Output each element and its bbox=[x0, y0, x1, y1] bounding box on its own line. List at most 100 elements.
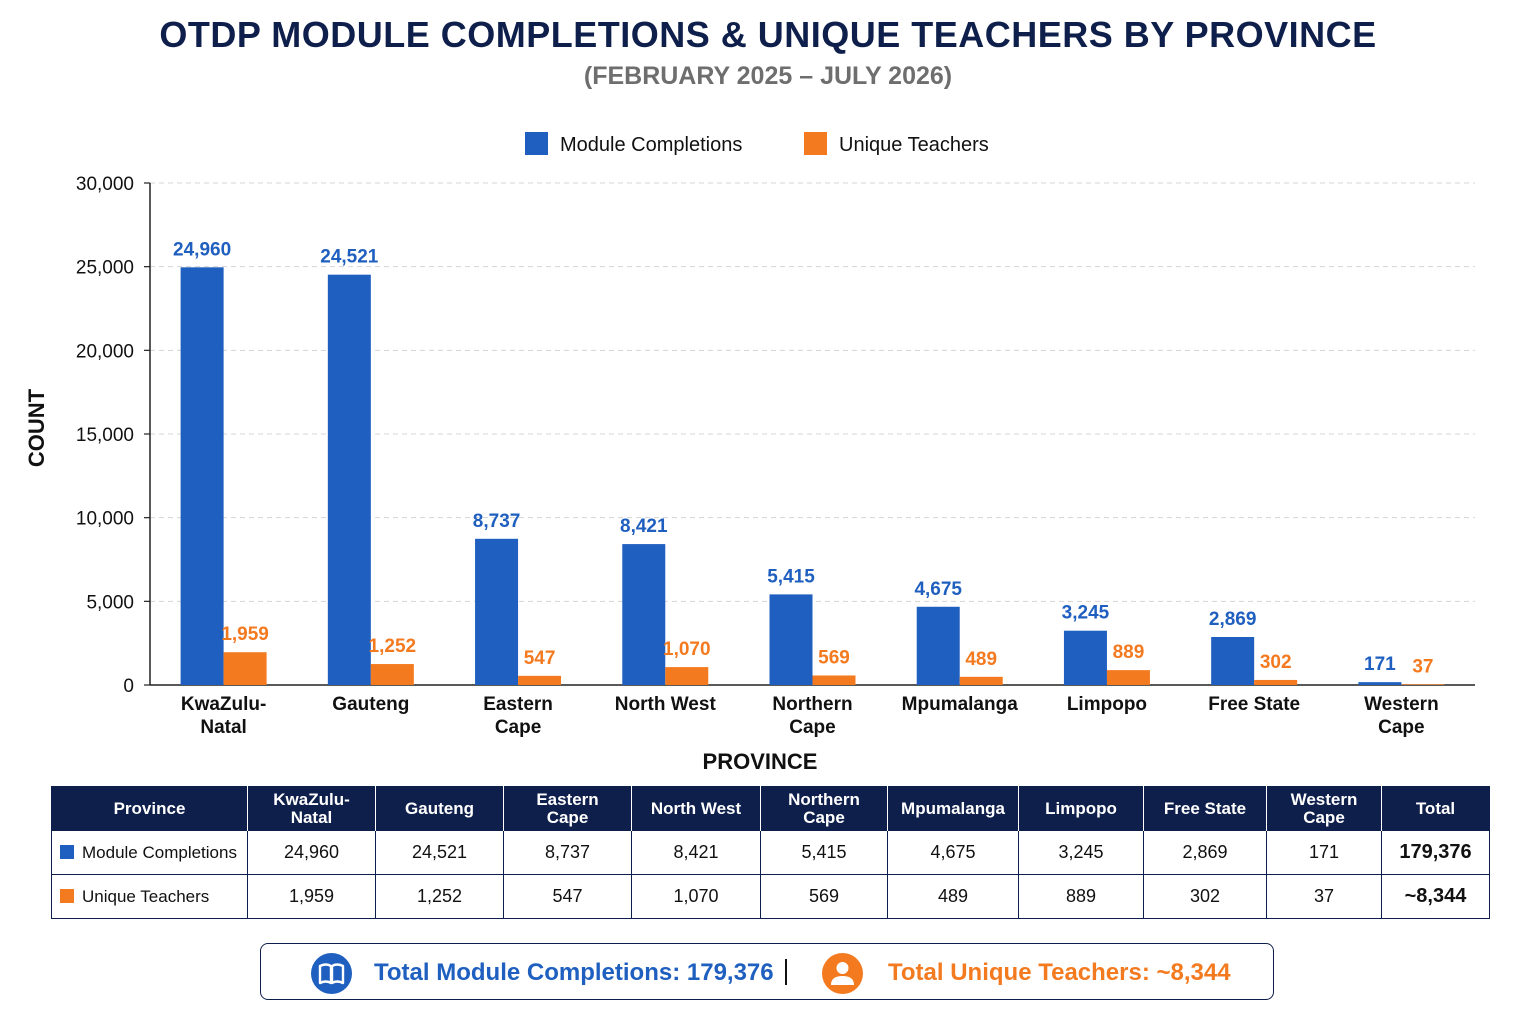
data-label-completions: 24,960 bbox=[173, 239, 231, 260]
legend-label-teachers: Unique Teachers bbox=[839, 134, 989, 156]
bar-module-completions bbox=[1358, 682, 1402, 685]
bar-unique-teachers bbox=[370, 664, 414, 685]
table-cell: 569 bbox=[760, 874, 888, 919]
table-header-row: Province KwaZulu- Natal Gauteng Eastern Cape N… bbox=[51, 786, 1490, 831]
summary-box: Total Module Completions: 179,376 Total … bbox=[260, 943, 1274, 1000]
table-cell: 8,421 bbox=[631, 830, 761, 875]
total-teachers-value: ~8,344 bbox=[1156, 959, 1231, 986]
table-header-cell: KwaZulu- Natal bbox=[247, 786, 376, 831]
x-axis-title: PROVINCE bbox=[703, 749, 818, 774]
table-header-province: Province bbox=[51, 786, 248, 831]
table-cell: 4,675 bbox=[887, 830, 1019, 875]
bar-unique-teachers bbox=[518, 675, 562, 685]
table-cell: 8,737 bbox=[503, 830, 632, 875]
table-total-cell: 179,376 bbox=[1381, 830, 1490, 875]
table-header-cell: Gauteng bbox=[375, 786, 504, 831]
chart-subtitle: (FEBRUARY 2025 – JULY 2026) bbox=[583, 62, 953, 90]
y-tick-label: 0 bbox=[123, 676, 134, 697]
table-row-label: Unique Teachers bbox=[51, 874, 248, 919]
data-label-completions: 24,521 bbox=[320, 247, 379, 268]
legend-swatch-teachers bbox=[804, 132, 827, 155]
bar-unique-teachers bbox=[959, 676, 1003, 685]
y-tick-label: 5,000 bbox=[86, 592, 134, 613]
table-header-cell: Limpopo bbox=[1018, 786, 1144, 831]
data-label-teachers: 1,070 bbox=[663, 639, 711, 660]
bar-unique-teachers bbox=[1254, 679, 1298, 685]
table-header-cell: North West bbox=[631, 786, 761, 831]
data-label-completions: 8,421 bbox=[620, 516, 668, 537]
x-tick-label: Limpopo bbox=[1067, 694, 1147, 715]
bar-unique-teachers bbox=[812, 675, 856, 685]
data-label-completions: 3,245 bbox=[1062, 603, 1110, 624]
data-label-teachers: 37 bbox=[1412, 656, 1433, 677]
table-cell: 171 bbox=[1266, 830, 1382, 875]
bar-unique-teachers bbox=[223, 652, 267, 685]
bar-unique-teachers bbox=[665, 667, 709, 685]
data-label-completions: 5,415 bbox=[767, 566, 815, 587]
table-header-total: Total bbox=[1381, 786, 1490, 831]
x-tick-label: Northern bbox=[772, 694, 852, 715]
table-row: Module Completions 24,960 24,521 8,737 8,421… bbox=[51, 830, 1490, 875]
bar-module-completions bbox=[327, 274, 371, 685]
table-header-cell: Free State bbox=[1143, 786, 1267, 831]
data-label-completions: 171 bbox=[1364, 654, 1396, 675]
person-icon bbox=[822, 953, 863, 994]
bar-module-completions bbox=[1063, 630, 1107, 685]
bar-module-completions bbox=[475, 538, 519, 685]
y-tick-label: 30,000 bbox=[76, 174, 134, 195]
summary-divider bbox=[785, 959, 787, 985]
total-teachers-label: Total Unique Teachers: bbox=[888, 959, 1150, 986]
bar-module-completions bbox=[769, 594, 813, 685]
table-cell: 1,252 bbox=[375, 874, 504, 919]
data-label-teachers: 302 bbox=[1260, 652, 1292, 673]
x-tick-label: Natal bbox=[200, 717, 246, 738]
y-axis-title: COUNT bbox=[24, 388, 49, 467]
x-tick-label: Western bbox=[1364, 694, 1439, 715]
data-label-teachers: 1,959 bbox=[221, 624, 269, 645]
bar-module-completions bbox=[1211, 636, 1255, 685]
data-label-teachers: 1,252 bbox=[369, 636, 417, 657]
x-tick-label: Cape bbox=[495, 717, 541, 738]
table-cell: 489 bbox=[887, 874, 1019, 919]
table-cell: 547 bbox=[503, 874, 632, 919]
table-cell: 3,245 bbox=[1018, 830, 1144, 875]
table-header-cell: Mpumalanga bbox=[887, 786, 1019, 831]
table-cell: 5,415 bbox=[760, 830, 888, 875]
legend-swatch bbox=[60, 844, 74, 859]
legend-swatch-completions bbox=[525, 132, 548, 155]
table-cell: 37 bbox=[1266, 874, 1382, 919]
table-row-label: Module Completions bbox=[51, 830, 248, 875]
y-tick-label: 10,000 bbox=[76, 509, 134, 530]
table-cell: 302 bbox=[1143, 874, 1267, 919]
x-tick-label: Gauteng bbox=[332, 694, 409, 715]
x-tick-label: Eastern bbox=[483, 694, 553, 715]
y-tick-label: 20,000 bbox=[76, 341, 134, 362]
data-label-teachers: 889 bbox=[1113, 642, 1145, 663]
x-tick-label: Cape bbox=[1378, 717, 1424, 738]
bar-module-completions bbox=[916, 606, 960, 685]
bar-chart: 0 5,000 10,000 15,000 20,000 25,000 30,000 COUN… bbox=[24, 132, 1475, 774]
x-tick-label: Free State bbox=[1208, 694, 1300, 715]
table-cell: 1,959 bbox=[247, 874, 376, 919]
data-label-teachers: 569 bbox=[818, 647, 850, 668]
data-label-teachers: 489 bbox=[965, 649, 997, 670]
table-cell: 889 bbox=[1018, 874, 1144, 919]
data-table: Province KwaZulu- Natal Gauteng Eastern Cape N… bbox=[51, 786, 1490, 919]
chart-title: OTDP MODULE COMPLETIONS & UNIQUE TEACHER… bbox=[159, 14, 1377, 55]
total-completions-text: Total Module Completions: 179,376 bbox=[374, 959, 774, 987]
table-row: Unique Teachers 1,959 1,252 547 1,070 569 489 8… bbox=[51, 874, 1490, 919]
bar-module-completions bbox=[180, 267, 224, 685]
data-label-teachers: 547 bbox=[524, 648, 556, 669]
table-cell: 24,521 bbox=[375, 830, 504, 875]
table-cell: 24,960 bbox=[247, 830, 376, 875]
table-body: Module Completions 24,960 24,521 8,737 8,421… bbox=[51, 830, 1490, 919]
x-tick-label: North West bbox=[615, 694, 717, 715]
total-completions-label: Total Module Completions: bbox=[374, 959, 681, 986]
bar-unique-teachers bbox=[1106, 670, 1150, 685]
y-tick-label: 15,000 bbox=[76, 425, 134, 446]
bar-unique-teachers bbox=[1401, 684, 1445, 685]
open-book-icon bbox=[311, 953, 352, 994]
x-tick-label: Mpumalanga bbox=[902, 694, 1019, 715]
table-total-cell: ~8,344 bbox=[1381, 874, 1490, 919]
bar-module-completions bbox=[622, 544, 666, 685]
